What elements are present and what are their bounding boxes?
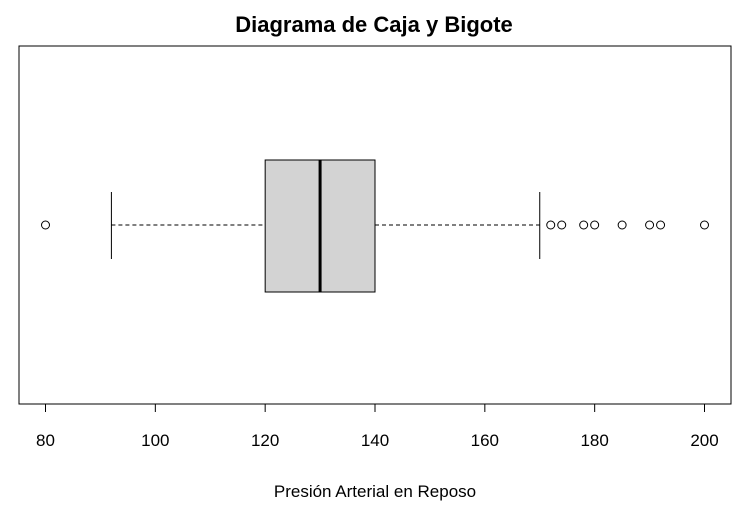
x-tick-label: 140: [361, 431, 389, 450]
x-tick-label: 200: [690, 431, 718, 450]
outlier-point: [546, 220, 556, 230]
outlier-point: [41, 220, 50, 230]
outlier-point: [579, 220, 589, 230]
outlier-point: [617, 220, 627, 230]
x-tick-label: 180: [580, 431, 608, 450]
outlier-point: [645, 220, 655, 230]
x-axis: 80 100 120 140 160 180 200: [36, 403, 719, 450]
chart-title: Diagrama de Caja y Bigote: [235, 12, 513, 37]
outlier-point: [656, 220, 666, 230]
plot-marks: [41, 159, 709, 293]
x-tick-label: 120: [251, 431, 279, 450]
outlier-point: [557, 220, 567, 230]
outlier-point: [590, 220, 600, 230]
x-tick-label: 160: [471, 431, 499, 450]
x-axis-label: Presión Arterial en Reposo: [274, 482, 476, 501]
x-tick-label: 100: [141, 431, 169, 450]
outlier-point: [700, 220, 709, 230]
x-tick-label: 80: [36, 431, 55, 450]
